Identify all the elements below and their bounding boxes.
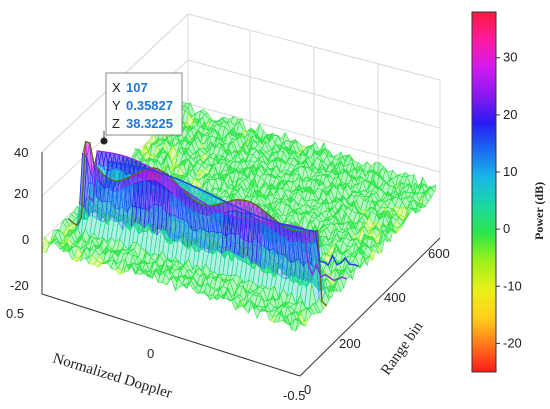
x-tick-label: 0.5 bbox=[6, 306, 24, 321]
colorbar-label: Power (dB) bbox=[532, 182, 546, 240]
y-tick-label: 200 bbox=[339, 336, 361, 351]
x-axis-label: Normalized Doppler bbox=[51, 351, 174, 402]
colorbar-tick-label: 0 bbox=[503, 221, 510, 236]
colorbar-tick-label: 20 bbox=[503, 107, 517, 122]
colorbar-tick-label: 10 bbox=[503, 164, 517, 179]
colorbar-tick-label: -20 bbox=[503, 335, 522, 350]
z-tick-label: 0 bbox=[22, 232, 29, 247]
x-tick-label: -0.5 bbox=[283, 388, 305, 403]
colorbar-tick-label: -10 bbox=[503, 278, 522, 293]
y-tick-label: 400 bbox=[384, 290, 406, 305]
z-tick-label: 40 bbox=[14, 145, 28, 160]
y-tick-label: 0 bbox=[304, 382, 311, 397]
datatip-y-value: 0.35827 bbox=[126, 98, 173, 113]
z-tick-label: 20 bbox=[14, 186, 28, 201]
axes-grid bbox=[41, 13, 441, 241]
datatip-x-key: X bbox=[112, 80, 121, 95]
y-axis-label: Range bin bbox=[378, 319, 427, 379]
datatip-x-value: 107 bbox=[126, 80, 148, 95]
colorbar-ticks: 30 20 10 0 -10 -20 bbox=[496, 50, 522, 350]
datatip-z-key: Z bbox=[112, 116, 120, 131]
y-tick-label: 600 bbox=[428, 246, 450, 261]
datatip-marker bbox=[100, 137, 108, 145]
colorbar-tick-label: 30 bbox=[503, 50, 517, 65]
colorbar: 30 20 10 0 -10 -20 Power (dB) bbox=[471, 11, 546, 373]
surface-plot bbox=[41, 101, 436, 332]
x-tick-label: 0 bbox=[147, 346, 154, 361]
datatip-z-value: 38.3225 bbox=[126, 116, 173, 131]
datatip[interactable]: X 107 Y 0.35827 Z 38.3225 bbox=[100, 72, 183, 145]
z-axis-ticks: 40 20 0 -20 bbox=[10, 145, 29, 293]
datatip-y-key: Y bbox=[112, 98, 121, 113]
z-tick-label: -20 bbox=[10, 278, 29, 293]
colorbar-ramp bbox=[471, 11, 497, 373]
